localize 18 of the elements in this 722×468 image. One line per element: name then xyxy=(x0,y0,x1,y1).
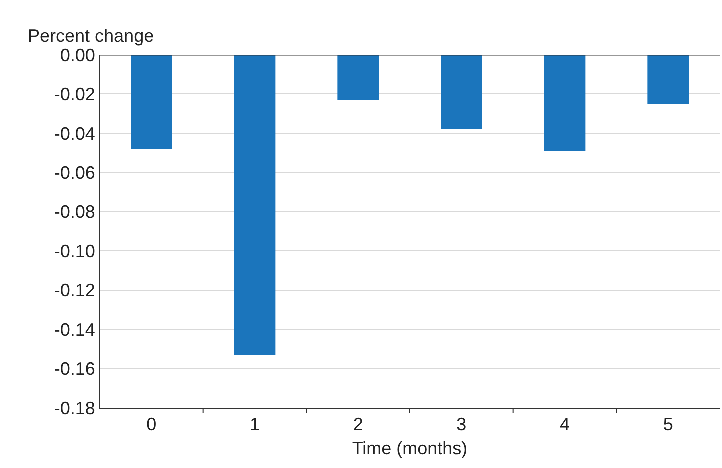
y-tick-label: 0.00 xyxy=(60,45,96,66)
x-axis-title: Time (months) xyxy=(352,438,468,459)
y-tick-label: -0.16 xyxy=(54,359,96,380)
x-tick-label: 3 xyxy=(456,414,467,435)
y-tick-label: -0.02 xyxy=(54,84,96,105)
y-axis-title: Percent change xyxy=(28,26,154,46)
x-tick-label: 0 xyxy=(146,414,157,435)
y-tick-label: -0.04 xyxy=(54,124,96,144)
x-tick-label: 4 xyxy=(560,414,570,435)
x-tick-label: 5 xyxy=(663,414,674,435)
y-tick-label: -0.14 xyxy=(54,320,96,340)
y-tick-label: -0.12 xyxy=(54,280,96,301)
y-tick-label: -0.18 xyxy=(54,398,96,418)
x-tick-label: 2 xyxy=(353,414,364,435)
x-tick-label: 1 xyxy=(250,414,260,435)
y-tick-label: -0.10 xyxy=(54,241,96,262)
y-tick-label: -0.06 xyxy=(54,162,96,183)
y-tick-label: -0.08 xyxy=(54,202,96,222)
